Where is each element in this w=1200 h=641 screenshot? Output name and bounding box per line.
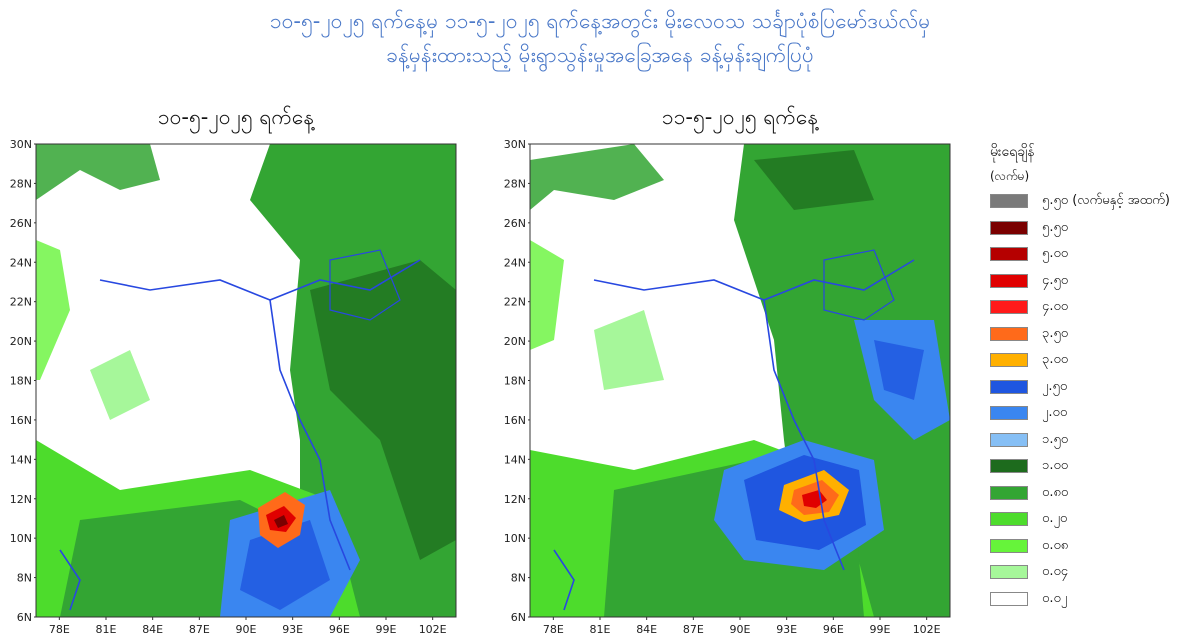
lat-tick-label: 22N bbox=[10, 296, 32, 309]
lat-tick-label: 18N bbox=[504, 375, 526, 388]
lon-tick-label: 78E bbox=[49, 623, 70, 636]
lon-tick-label: 81E bbox=[590, 623, 611, 636]
lat-tick-label: 6N bbox=[511, 611, 526, 624]
lon-tick-label: 90E bbox=[236, 623, 257, 636]
legend-swatch bbox=[990, 565, 1028, 579]
lon-tick-label: 96E bbox=[823, 623, 844, 636]
lat-tick-label: 16N bbox=[504, 414, 526, 427]
legend-swatch bbox=[990, 406, 1028, 420]
map-1-date-label: ၁၀-၅-၂၀၂၅ ရက်နေ့ bbox=[157, 105, 315, 129]
lat-tick-label: 28N bbox=[504, 177, 526, 190]
lat-tick-label: 16N bbox=[10, 414, 32, 427]
legend-label: ၀.၈၀ bbox=[1042, 484, 1069, 500]
legend-label: ၅.၅၀ bbox=[1042, 219, 1069, 235]
legend-label: ၄.၅၀ bbox=[1042, 272, 1069, 288]
legend-swatch bbox=[990, 512, 1028, 526]
lat-tick-label: 20N bbox=[10, 335, 32, 348]
lon-tick-label: 93E bbox=[776, 623, 797, 636]
legend-swatch bbox=[990, 485, 1028, 500]
lon-tick-label: 102E bbox=[419, 623, 447, 636]
legend-swatch bbox=[990, 273, 1028, 288]
legend-label: ၁.၅၀ bbox=[1042, 431, 1069, 447]
lat-tick-label: 24N bbox=[10, 256, 32, 269]
lon-tick-label: 99E bbox=[870, 623, 891, 636]
legend-title: မိုးရေချိန် bbox=[990, 144, 1035, 160]
lat-tick-label: 20N bbox=[504, 335, 526, 348]
legend-label: ၃.၅၀ bbox=[1042, 325, 1069, 341]
lat-tick-label: 10N bbox=[10, 532, 32, 545]
legend-swatch bbox=[990, 220, 1028, 235]
lon-tick-label: 78E bbox=[543, 623, 564, 636]
lat-tick-label: 24N bbox=[504, 256, 526, 269]
legend-swatch bbox=[990, 538, 1028, 553]
lat-tick-label: 18N bbox=[10, 375, 32, 388]
legend-label: ၃.၀၀ bbox=[1042, 352, 1069, 367]
lat-tick-label: 30N bbox=[10, 140, 32, 151]
lat-tick-label: 8N bbox=[511, 572, 526, 585]
lon-tick-label: 99E bbox=[376, 623, 397, 636]
rainfall-map-day-1: 30N 28N 26N 24N 22N 20N 18N 16N 14N 12N 10N 8N 6N 78… bbox=[10, 140, 457, 636]
legend-label: ၅.၀၀ bbox=[1042, 246, 1069, 261]
legend-label: ၀.၀၈ bbox=[1042, 537, 1069, 553]
legend-swatch bbox=[990, 432, 1028, 447]
legend-swatch bbox=[990, 326, 1028, 341]
legend-swatch bbox=[990, 247, 1028, 261]
lon-tick-label: 96E bbox=[329, 623, 350, 636]
legend-swatch bbox=[990, 379, 1028, 394]
lat-tick-label: 26N bbox=[10, 217, 32, 230]
lat-tick-label: 26N bbox=[504, 217, 526, 230]
lat-tick-label: 14N bbox=[10, 453, 32, 466]
title-line-2: ခန့်မှန်းထားသည့် မိုးရွာသွန်းမှုအခြေအနေ … bbox=[386, 43, 814, 67]
legend-swatch bbox=[990, 194, 1028, 208]
legend-label: ၀.၀၄ bbox=[1042, 564, 1069, 579]
legend-swatch bbox=[990, 353, 1028, 367]
map-2-date-label: ၁၁-၅-၂၀၂၅ ရက်နေ့ bbox=[661, 105, 819, 129]
lon-tick-label: 93E bbox=[282, 623, 303, 636]
lat-tick-label: 22N bbox=[504, 296, 526, 309]
lat-tick-label: 12N bbox=[10, 493, 32, 506]
lat-tick-label: 30N bbox=[504, 140, 526, 151]
legend-label: ၂.၅၀ bbox=[1042, 378, 1068, 394]
legend-label: ၄.၀၀ bbox=[1042, 299, 1069, 314]
lat-tick-label: 6N bbox=[17, 611, 32, 624]
legend-swatch bbox=[990, 591, 1028, 606]
legend-unit: (လက်မ) bbox=[990, 169, 1030, 183]
lat-tick-label: 28N bbox=[10, 177, 32, 190]
lat-tick-label: 12N bbox=[504, 493, 526, 506]
legend-swatch bbox=[990, 300, 1028, 314]
lon-tick-label: 87E bbox=[189, 623, 210, 636]
title-line-1: ၁၀-၅-၂၀၂၅ ရက်နေ့မှ ၁၁-၅-၂၀၂၅ ရက်နေ့အတွင်… bbox=[269, 9, 931, 33]
legend-label: ၁.၀၀ bbox=[1042, 458, 1069, 473]
rainfall-map-day-2: 30N 28N 26N 24N 22N 20N 18N 16N 14N 12N 10N 8N 6N 78… bbox=[504, 140, 951, 636]
lon-tick-label: 81E bbox=[96, 623, 117, 636]
lon-tick-label: 102E bbox=[913, 623, 941, 636]
lon-tick-label: 84E bbox=[142, 623, 163, 636]
legend-swatch bbox=[990, 459, 1028, 473]
lon-tick-label: 87E bbox=[683, 623, 704, 636]
legend-label: ၅.၅၀ (လက်မနှင့် အထက်) bbox=[1042, 193, 1170, 208]
lat-tick-label: 10N bbox=[504, 532, 526, 545]
lon-tick-label: 90E bbox=[730, 623, 751, 636]
legend-label: ၀.၂၀ bbox=[1042, 511, 1068, 526]
legend-label: ၀.၀၂ bbox=[1042, 590, 1068, 606]
lat-tick-label: 14N bbox=[504, 453, 526, 466]
lon-tick-label: 84E bbox=[636, 623, 657, 636]
legend-label: ၂.၀၀ bbox=[1042, 405, 1068, 420]
lat-tick-label: 8N bbox=[17, 572, 32, 585]
